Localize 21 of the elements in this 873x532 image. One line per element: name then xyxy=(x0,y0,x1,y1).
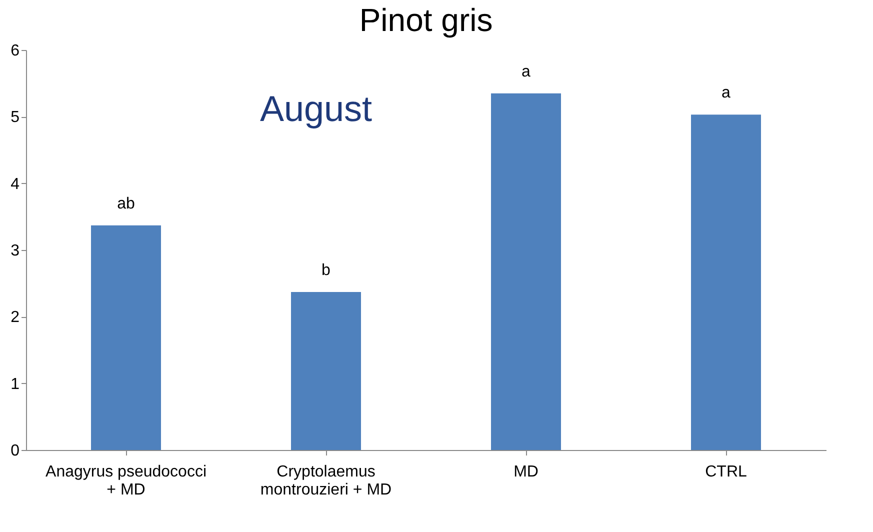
bar xyxy=(91,225,161,450)
x-tick-label: Cryptolaemus montrouzieri + MD xyxy=(260,464,392,498)
annotation: b xyxy=(322,262,331,279)
y-tick-label: 3 xyxy=(10,242,20,260)
bar xyxy=(491,93,561,450)
y-tick-label: 2 xyxy=(10,309,20,326)
chart-title: Pinot gris xyxy=(359,2,493,38)
y-tick-label: 5 xyxy=(10,109,20,126)
bar xyxy=(291,292,361,450)
y-tick-label: 6 xyxy=(10,42,20,60)
y-tick-label: 4 xyxy=(10,176,20,193)
annotation: August xyxy=(260,88,372,129)
annotation: a xyxy=(522,63,531,80)
x-tick-label: MD xyxy=(514,464,538,480)
bar xyxy=(691,114,761,450)
x-tick-label: Anagyrus pseudococci + MD xyxy=(46,464,206,498)
annotation: a xyxy=(722,84,731,102)
x-tick-label: CTRL xyxy=(705,464,747,480)
y-tick-label: 1 xyxy=(10,376,20,393)
y-tick-label: 0 xyxy=(10,442,20,460)
annotation: ab xyxy=(117,195,135,212)
